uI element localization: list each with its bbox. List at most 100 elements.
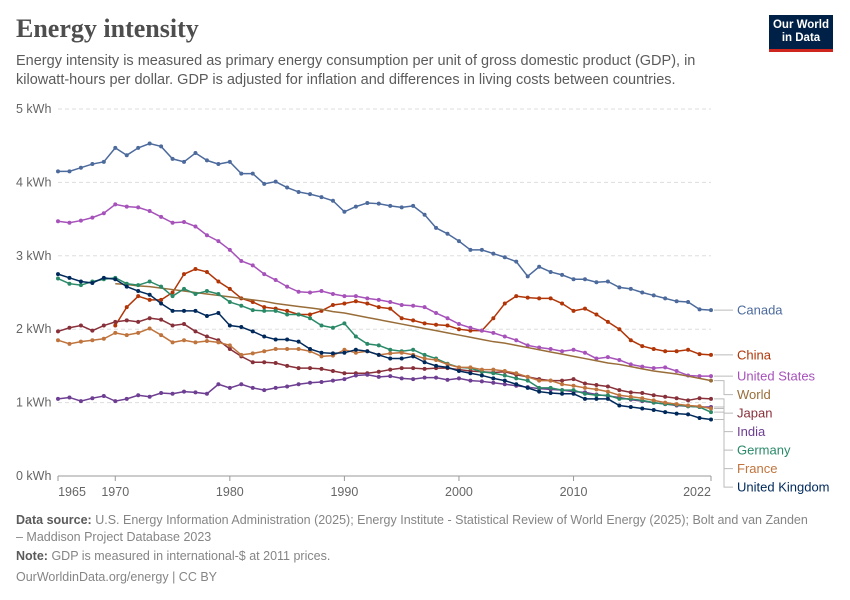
- data-point[interactable]: [101, 393, 106, 398]
- data-point[interactable]: [617, 388, 622, 393]
- data-point[interactable]: [628, 286, 633, 291]
- data-point[interactable]: [365, 301, 370, 306]
- data-point[interactable]: [56, 169, 60, 174]
- data-point[interactable]: [491, 371, 496, 376]
- data-point[interactable]: [674, 396, 679, 401]
- data-point[interactable]: [514, 338, 519, 343]
- data-point[interactable]: [491, 376, 496, 381]
- data-point[interactable]: [411, 303, 416, 308]
- data-point[interactable]: [342, 209, 347, 214]
- data-point[interactable]: [468, 378, 473, 383]
- data-point[interactable]: [136, 330, 141, 335]
- data-point[interactable]: [651, 347, 656, 352]
- data-point[interactable]: [296, 189, 301, 194]
- data-point[interactable]: [582, 350, 587, 355]
- data-point[interactable]: [399, 205, 404, 210]
- data-point[interactable]: [674, 369, 679, 374]
- data-point[interactable]: [147, 279, 152, 284]
- data-point[interactable]: [422, 321, 427, 326]
- data-point[interactable]: [227, 347, 232, 352]
- data-point[interactable]: [182, 159, 187, 164]
- data-point[interactable]: [525, 378, 530, 383]
- data-point[interactable]: [78, 339, 83, 344]
- data-point[interactable]: [124, 305, 129, 310]
- data-point[interactable]: [674, 349, 679, 354]
- data-point[interactable]: [262, 272, 267, 277]
- data-point[interactable]: [159, 301, 164, 306]
- data-point[interactable]: [491, 251, 496, 256]
- data-point[interactable]: [674, 411, 679, 416]
- data-point[interactable]: [479, 379, 484, 384]
- data-point[interactable]: [273, 278, 278, 283]
- data-point[interactable]: [560, 388, 565, 393]
- data-point[interactable]: [182, 338, 187, 343]
- series-united-states[interactable]: [56, 202, 713, 379]
- label-united-states[interactable]: United States: [737, 369, 816, 384]
- data-point[interactable]: [67, 281, 72, 286]
- label-world[interactable]: World: [737, 387, 771, 402]
- data-point[interactable]: [101, 323, 106, 328]
- data-point[interactable]: [709, 417, 713, 422]
- data-point[interactable]: [308, 316, 313, 321]
- data-point[interactable]: [239, 382, 244, 387]
- data-point[interactable]: [628, 390, 633, 395]
- series-line[interactable]: [57, 277, 712, 413]
- data-point[interactable]: [388, 374, 393, 379]
- data-point[interactable]: [285, 337, 290, 342]
- data-point[interactable]: [686, 347, 691, 352]
- data-point[interactable]: [285, 185, 290, 190]
- data-point[interactable]: [537, 264, 542, 269]
- data-point[interactable]: [273, 308, 278, 313]
- data-point[interactable]: [525, 295, 530, 300]
- data-point[interactable]: [422, 366, 427, 371]
- data-point[interactable]: [663, 394, 668, 399]
- owid-logo[interactable]: Our World in Data: [769, 15, 833, 52]
- data-point[interactable]: [273, 347, 278, 352]
- data-point[interactable]: [147, 209, 152, 214]
- data-point[interactable]: [78, 218, 83, 223]
- data-point[interactable]: [170, 220, 175, 225]
- data-point[interactable]: [296, 347, 301, 352]
- data-point[interactable]: [90, 338, 95, 343]
- label-china[interactable]: China: [737, 347, 772, 362]
- data-point[interactable]: [193, 340, 198, 345]
- data-point[interactable]: [548, 378, 553, 383]
- data-point[interactable]: [651, 398, 656, 403]
- data-point[interactable]: [216, 340, 221, 345]
- data-point[interactable]: [159, 297, 164, 302]
- data-point[interactable]: [456, 322, 461, 327]
- data-point[interactable]: [582, 391, 587, 396]
- data-point[interactable]: [296, 366, 301, 371]
- data-point[interactable]: [56, 272, 60, 277]
- data-point[interactable]: [227, 159, 232, 164]
- data-point[interactable]: [422, 360, 427, 365]
- data-point[interactable]: [136, 283, 141, 288]
- data-point[interactable]: [113, 202, 118, 207]
- data-point[interactable]: [582, 385, 587, 390]
- data-point[interactable]: [399, 302, 404, 307]
- data-point[interactable]: [468, 247, 473, 252]
- data-point[interactable]: [479, 328, 484, 333]
- data-point[interactable]: [640, 406, 645, 411]
- data-point[interactable]: [170, 308, 175, 313]
- label-united-kingdom[interactable]: United Kingdom: [737, 480, 830, 495]
- data-point[interactable]: [330, 302, 335, 307]
- data-point[interactable]: [686, 398, 691, 403]
- data-point[interactable]: [78, 283, 83, 288]
- data-point[interactable]: [136, 319, 141, 324]
- data-point[interactable]: [353, 350, 358, 355]
- data-point[interactable]: [388, 351, 393, 356]
- data-point[interactable]: [182, 220, 187, 225]
- data-point[interactable]: [628, 394, 633, 399]
- data-point[interactable]: [319, 289, 324, 294]
- data-point[interactable]: [353, 294, 358, 299]
- data-point[interactable]: [399, 350, 404, 355]
- data-point[interactable]: [67, 395, 72, 400]
- data-point[interactable]: [308, 192, 313, 197]
- data-point[interactable]: [182, 322, 187, 327]
- data-point[interactable]: [686, 403, 691, 408]
- data-point[interactable]: [514, 294, 519, 299]
- data-point[interactable]: [113, 277, 118, 282]
- data-point[interactable]: [136, 393, 141, 398]
- data-point[interactable]: [342, 321, 347, 326]
